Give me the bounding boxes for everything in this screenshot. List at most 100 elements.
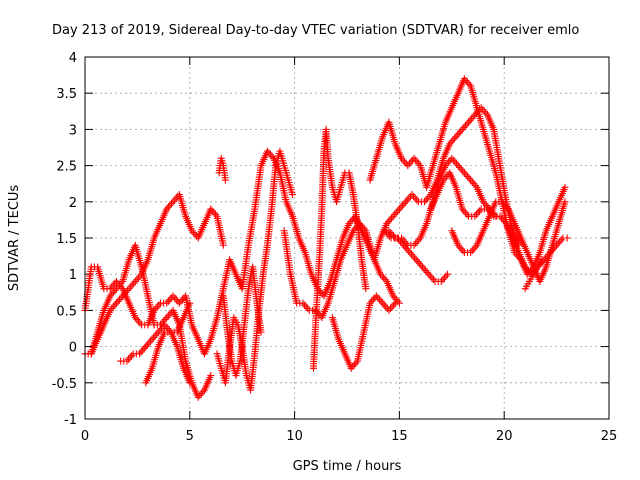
y-tick-label: 1 (69, 268, 77, 283)
y-tick-label: -0.5 (52, 377, 77, 392)
data-point (468, 247, 476, 255)
data-point (413, 238, 421, 246)
data-point (186, 379, 194, 387)
data-point (221, 176, 229, 184)
x-tick-label: 25 (601, 429, 618, 444)
data-point (476, 207, 484, 215)
data-point (463, 120, 471, 128)
data-point (177, 297, 185, 305)
data-point (150, 334, 158, 342)
data-point (116, 296, 124, 304)
data-point (127, 283, 135, 291)
data-point (466, 116, 474, 124)
data-point (445, 158, 453, 166)
data-point (442, 272, 450, 280)
data-point (422, 267, 430, 275)
data-point (151, 332, 159, 340)
data-point (369, 296, 377, 304)
data-point (464, 172, 472, 180)
data-point (420, 265, 428, 273)
data-point (459, 247, 467, 255)
data-point (410, 192, 418, 200)
data-point (412, 239, 420, 247)
chart-title: Day 213 of 2019, Sidereal Day-to-day VTE… (52, 23, 579, 38)
data-point (130, 279, 138, 287)
data-point (164, 297, 172, 305)
data-point (557, 236, 565, 244)
data-point (405, 194, 413, 202)
data-point (109, 303, 117, 311)
x-tick-label: 0 (81, 429, 89, 444)
data-point (388, 214, 396, 222)
data-point (460, 169, 468, 177)
data-point (153, 330, 161, 338)
data-point (410, 241, 418, 249)
data-point (397, 203, 405, 211)
data-point (468, 115, 476, 123)
data-point (147, 337, 154, 345)
data-point (135, 350, 143, 358)
data-point (426, 272, 434, 280)
data-point (456, 163, 464, 171)
data-point (472, 210, 480, 218)
data-point (457, 127, 465, 135)
data-point (423, 268, 431, 276)
data-point (407, 250, 415, 258)
data-point (454, 131, 462, 139)
x-tick-label: 10 (286, 429, 303, 444)
data-point (399, 201, 407, 209)
data-point (136, 319, 144, 327)
data-point (467, 176, 475, 184)
data-point (362, 285, 370, 293)
data-point (137, 348, 145, 356)
data-point (123, 357, 131, 365)
data-point (391, 210, 399, 218)
data-point (401, 158, 409, 166)
y-tick-label: 1.5 (56, 232, 77, 247)
data-point (166, 296, 174, 304)
data-point (407, 158, 415, 166)
data-point (538, 256, 546, 264)
x-axis-label: GPS time / hours (293, 459, 402, 474)
data-point (470, 245, 478, 253)
data-point (449, 156, 457, 164)
x-tick-label: 15 (391, 429, 408, 444)
data-point (128, 352, 136, 360)
y-axis-label: SDTVAR / TECUs (7, 185, 22, 292)
data-point (414, 258, 422, 266)
data-point (439, 276, 447, 284)
data-point (386, 305, 394, 313)
data-point (563, 234, 571, 242)
data-point (379, 299, 387, 307)
x-tick-label: 20 (496, 429, 513, 444)
data-point (409, 252, 417, 260)
data-point (561, 198, 569, 206)
data-point (124, 355, 132, 363)
data-point (392, 209, 400, 217)
y-tick-label: -1 (64, 413, 77, 428)
data-point (453, 160, 461, 168)
data-points (81, 75, 571, 401)
data-point (155, 301, 163, 309)
data-point (400, 200, 408, 208)
y-tick-label: 4 (69, 51, 77, 66)
data-point (440, 274, 448, 282)
data-point (109, 281, 117, 289)
y-tick-label: 3.5 (56, 87, 77, 102)
data-point (408, 191, 416, 199)
data-point (496, 212, 504, 220)
data-point (460, 124, 468, 132)
data-point (289, 191, 297, 199)
data-point (449, 136, 457, 144)
data-point (139, 346, 147, 354)
data-point (143, 341, 151, 349)
data-point (422, 196, 430, 204)
data-point (169, 198, 177, 206)
x-tick-label: 5 (186, 429, 194, 444)
data-point (385, 306, 393, 314)
data-point (207, 372, 215, 380)
data-point (428, 274, 436, 282)
data-point (410, 154, 418, 162)
data-point (126, 353, 134, 361)
